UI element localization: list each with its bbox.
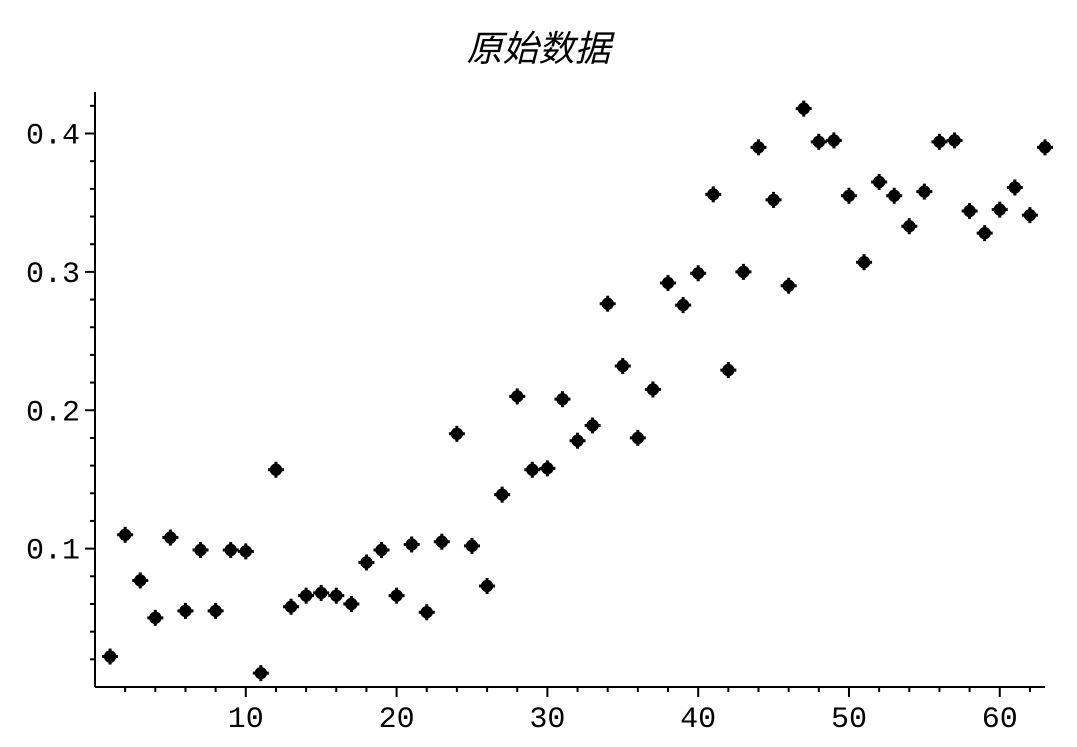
data-point <box>645 382 661 398</box>
data-point <box>208 603 224 619</box>
data-point <box>479 578 495 594</box>
data-point <box>177 603 193 619</box>
data-point <box>735 264 751 280</box>
data-point <box>253 665 269 681</box>
data-point <box>690 265 706 281</box>
data-point <box>404 536 420 552</box>
data-point <box>524 462 540 478</box>
data-point <box>931 134 947 150</box>
x-tick-label: 10 <box>228 703 264 737</box>
data-point <box>811 134 827 150</box>
data-point <box>796 101 812 117</box>
data-point <box>675 297 691 313</box>
data-point <box>750 139 766 155</box>
data-point <box>947 132 963 148</box>
data-point <box>509 388 525 404</box>
data-point <box>916 184 932 200</box>
data-point <box>992 202 1008 218</box>
data-point <box>298 588 314 604</box>
data-point <box>494 487 510 503</box>
data-point <box>389 588 405 604</box>
data-point <box>630 430 646 446</box>
data-point <box>328 588 344 604</box>
data-point <box>1022 207 1038 223</box>
data-point <box>781 278 797 294</box>
scatter-plot: 10 20 30 40 50 60 0.1 0.2 0.3 0.4 <box>20 82 1057 742</box>
data-point <box>901 218 917 234</box>
data-point <box>132 572 148 588</box>
data-point <box>193 542 209 558</box>
data-point <box>871 174 887 190</box>
y-tick-label: 0.1 <box>26 535 80 569</box>
x-tick-label: 60 <box>982 703 1018 737</box>
data-point <box>720 362 736 378</box>
x-tick-label: 40 <box>680 703 716 737</box>
y-tick-label: 0.4 <box>26 120 80 154</box>
data-point <box>313 585 329 601</box>
data-point <box>449 426 465 442</box>
data-point <box>570 433 586 449</box>
x-tick-label: 30 <box>529 703 565 737</box>
data-point <box>841 188 857 204</box>
y-tick-label: 0.2 <box>26 396 80 430</box>
chart-title: 原始数据 <box>20 20 1057 72</box>
data-point <box>886 188 902 204</box>
data-point <box>766 192 782 208</box>
data-point <box>600 296 616 312</box>
data-point <box>102 649 118 665</box>
data-point <box>343 596 359 612</box>
data-point <box>162 530 178 546</box>
data-point <box>434 534 450 550</box>
data-point <box>585 417 601 433</box>
data-point <box>147 610 163 626</box>
data-point <box>268 462 284 478</box>
data-point <box>283 599 299 615</box>
data-point <box>539 460 555 476</box>
data-point <box>238 543 254 559</box>
data-point <box>856 254 872 270</box>
data-point <box>705 186 721 202</box>
x-tick-label: 20 <box>379 703 415 737</box>
data-point <box>358 554 374 570</box>
y-tick-label: 0.3 <box>26 258 80 292</box>
x-tick-label: 50 <box>831 703 867 737</box>
data-point <box>962 203 978 219</box>
data-point <box>977 225 993 241</box>
data-point <box>117 527 133 543</box>
scatter-chart-container: 原始数据 1020304050600.10.20.30.4 <box>20 20 1057 727</box>
data-point <box>826 132 842 148</box>
data-point <box>223 542 239 558</box>
data-point <box>660 275 676 291</box>
data-point <box>419 604 435 620</box>
data-point <box>464 538 480 554</box>
data-point <box>554 391 570 407</box>
data-point <box>1007 179 1023 195</box>
data-point <box>374 542 390 558</box>
data-point <box>1037 139 1053 155</box>
data-point <box>615 358 631 374</box>
